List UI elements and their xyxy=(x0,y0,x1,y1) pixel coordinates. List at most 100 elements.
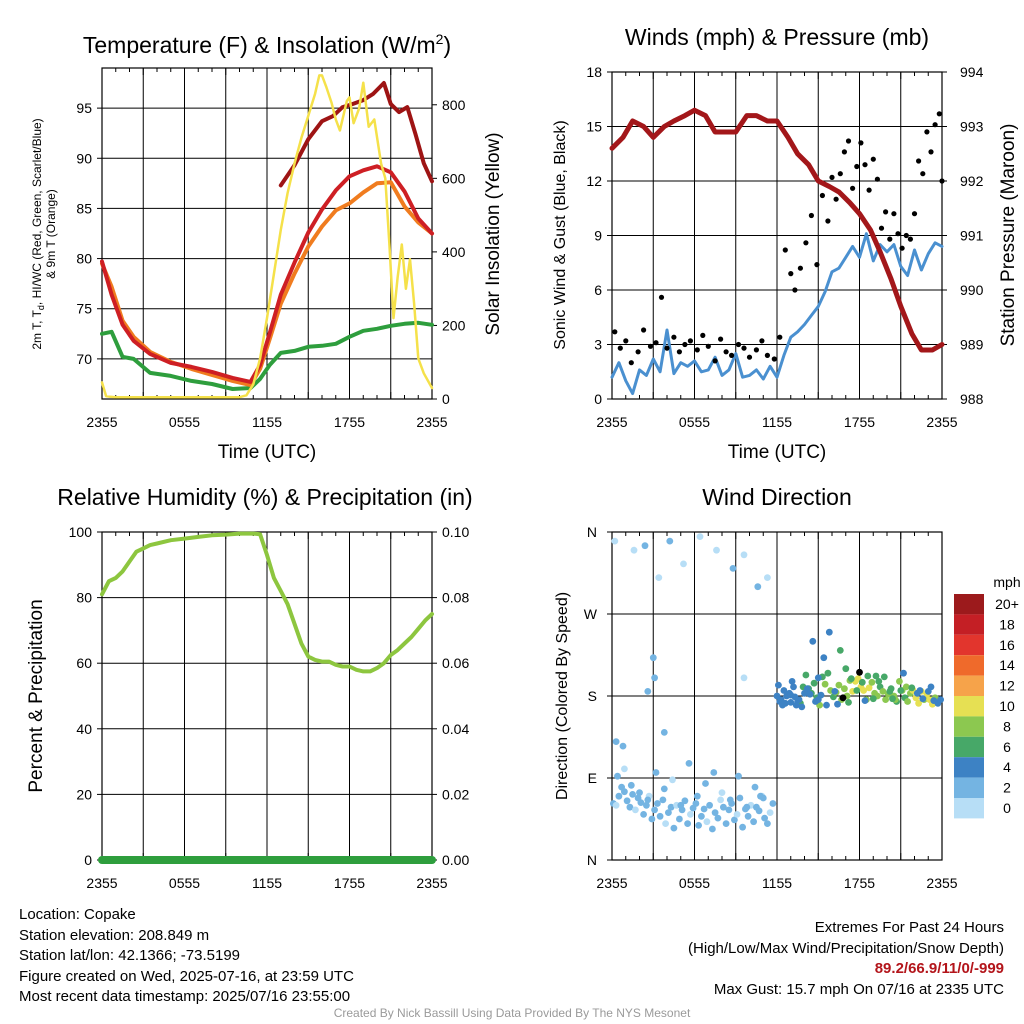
direction-point xyxy=(927,683,935,691)
gust-point xyxy=(899,245,905,251)
gust-point xyxy=(887,236,893,242)
gust-point xyxy=(845,138,852,144)
gust-point xyxy=(647,343,654,349)
direction-point xyxy=(937,696,944,703)
direction-point xyxy=(649,654,657,662)
gust-point xyxy=(777,334,783,340)
gust-point xyxy=(635,349,641,355)
legend-label: 0 xyxy=(1003,800,1011,816)
direction-point xyxy=(824,669,832,677)
gust-point xyxy=(825,218,831,224)
insolation-y-axis-label: Solar Insolation (Yellow) xyxy=(483,132,504,335)
gust-point xyxy=(895,231,901,237)
direction-point xyxy=(788,678,796,685)
temperature-series-0 xyxy=(100,320,434,391)
legend-title: mph xyxy=(993,574,1020,590)
winds-x-tick-label: 2355 xyxy=(596,414,627,430)
extremes-info: Extremes For Past 24 Hours (High/Low/Max… xyxy=(688,918,1004,1000)
gust-point xyxy=(746,354,753,360)
legend-swatch xyxy=(954,594,984,615)
legend-label: 8 xyxy=(1003,718,1011,734)
gust-point xyxy=(792,287,798,293)
gust-point xyxy=(664,345,670,351)
direction-point xyxy=(744,812,752,820)
extremes-title: Extremes For Past 24 Hours xyxy=(814,919,1004,936)
direction-point xyxy=(860,687,867,694)
direction-point xyxy=(769,800,777,807)
direction-x-tick-label: 1755 xyxy=(844,875,875,891)
direction-point xyxy=(766,809,774,816)
direction-point xyxy=(627,781,635,789)
direction-point xyxy=(702,780,709,787)
legend-label: 4 xyxy=(1003,759,1011,775)
gust-point xyxy=(907,236,914,242)
insolation-y-tick-label: 200 xyxy=(442,317,466,333)
extremes-values: 89.2/66.9/11/0/-999 xyxy=(874,960,1004,977)
direction-point xyxy=(632,806,639,814)
legend-label: 12 xyxy=(999,678,1015,694)
direction-point xyxy=(655,574,663,581)
precip-y-tick-label: 0.02 xyxy=(442,786,469,802)
gust-point xyxy=(788,271,794,277)
direction-point xyxy=(809,637,817,645)
direction-point xyxy=(755,807,763,815)
direction-point xyxy=(757,792,764,800)
direction-point xyxy=(889,695,896,703)
legend-swatch xyxy=(954,798,984,819)
direction-x-tick-label: 2355 xyxy=(926,875,957,891)
direction-y-tick-label: N xyxy=(587,524,597,540)
direction-point xyxy=(621,788,628,796)
direction-point xyxy=(652,769,660,776)
gust-point xyxy=(819,192,826,199)
direction-point xyxy=(621,765,628,773)
gust-point xyxy=(753,347,760,353)
direction-point xyxy=(930,697,938,704)
legend-swatch xyxy=(954,736,984,758)
winds-y-tick-label: 15 xyxy=(586,119,602,135)
elevation-text: Station elevation: 208.849 m xyxy=(19,926,210,944)
direction-point xyxy=(865,684,873,692)
temperature-x-tick-label: 2355 xyxy=(86,414,117,430)
recent-timestamp-text: Most recent data timestamp: 2025/07/16 2… xyxy=(19,988,351,1005)
direction-point xyxy=(842,665,850,673)
winds-y-tick-label: 6 xyxy=(594,282,602,298)
pressure-y-tick-label: 989 xyxy=(960,337,984,353)
pressure-y-tick-label: 988 xyxy=(960,391,984,407)
winds-y-axis-label: Sonic Wind & Gust (Blue, Black) xyxy=(552,120,569,349)
temperature-x-tick-label: 1155 xyxy=(252,414,282,430)
gust-point xyxy=(705,343,711,349)
direction-point xyxy=(696,533,704,540)
gust-point xyxy=(687,338,694,344)
direction-y-tick-label: W xyxy=(584,606,598,622)
direction-point xyxy=(669,776,676,784)
winds-y-tick-label: 9 xyxy=(594,228,602,244)
direction-point xyxy=(900,669,907,677)
direction-point xyxy=(662,820,669,827)
insolation-y-tick-label: 400 xyxy=(442,244,466,260)
gust-point xyxy=(932,122,938,128)
gust-point xyxy=(862,162,868,168)
insolation-y-tick-label: 800 xyxy=(442,97,466,113)
direction-point xyxy=(641,542,649,550)
gust-point xyxy=(850,185,856,191)
gust-point xyxy=(837,171,843,177)
gust-point xyxy=(782,247,788,253)
gust-point xyxy=(676,349,683,355)
humidity-x-tick-label: 1155 xyxy=(252,875,282,891)
humidity-x-tick-label: 2355 xyxy=(86,875,117,891)
temperature-y-tick-label: 75 xyxy=(76,301,92,317)
temperature-x-tick-label: 2355 xyxy=(416,414,447,430)
direction-point xyxy=(835,681,843,689)
legend-swatch xyxy=(954,675,984,696)
direction-point xyxy=(711,809,719,816)
precip-y-tick-label: 0.04 xyxy=(442,721,469,737)
direction-point xyxy=(886,688,894,695)
direction-point xyxy=(637,799,645,806)
location-text: Location: Copake xyxy=(19,906,136,923)
direction-point xyxy=(619,742,627,750)
direction-x-tick-label: 1155 xyxy=(762,875,792,891)
direction-point xyxy=(740,674,748,682)
direction-point xyxy=(739,823,746,831)
direction-point xyxy=(845,699,852,706)
precip-y-tick-label: 0.00 xyxy=(442,852,469,868)
